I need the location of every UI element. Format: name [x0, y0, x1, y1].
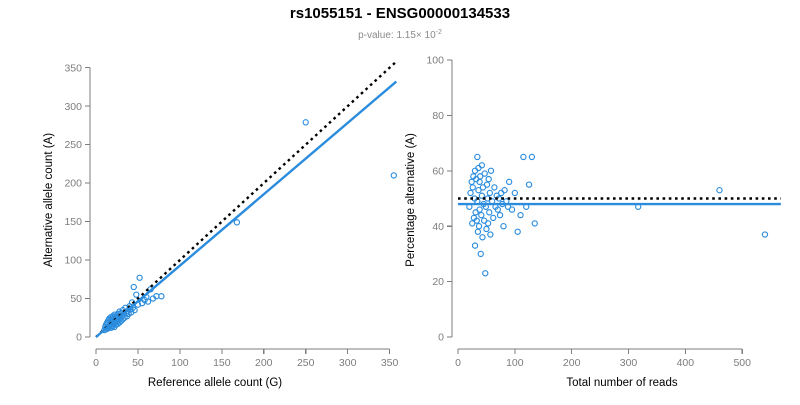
right-data-point	[508, 206, 516, 213]
left-axes-layer: 0 50 100 150 200 250 300 350 0 50 100 150 200 250 300 3…	[64, 62, 398, 369]
left-data-point	[141, 296, 148, 304]
left-fit-line	[95, 80, 398, 338]
right-y-tick-label: 100	[426, 55, 444, 67]
right-data-point	[528, 153, 536, 161]
right-y-tick-label: 0	[438, 332, 444, 344]
left-data-point	[233, 219, 241, 226]
right-data-point	[761, 231, 769, 238]
left-x-tick-label: 200	[255, 357, 273, 369]
right-y-axis-label: Percentage alternative (A)	[405, 133, 417, 267]
right-data-point	[494, 206, 501, 213]
right-scatter-layer	[458, 153, 781, 277]
right-data-point	[514, 228, 521, 235]
left-x-tick-label: 100	[171, 357, 189, 369]
left-y-tick-label: 350	[64, 62, 82, 74]
right-data-point	[476, 206, 483, 213]
left-y-tick-label: 50	[70, 293, 82, 305]
right-data-point	[483, 225, 490, 233]
left-x-tick-label: 350	[381, 357, 399, 369]
right-data-point	[475, 223, 483, 230]
left-y-tick-label: 150	[64, 216, 82, 228]
right-data-point	[471, 242, 479, 249]
left-x-tick-label: 300	[339, 357, 357, 369]
right-data-point	[491, 184, 498, 191]
pvalue-subtitle-text: p-value: 1.15× 10	[358, 30, 436, 41]
left-data-point	[158, 293, 165, 300]
right-data-point	[484, 220, 492, 227]
left-data-point	[131, 306, 138, 314]
left-y-tick-label: 300	[64, 101, 82, 113]
page-title: rs1055151 - ENSG00000134533	[290, 5, 510, 22]
right-x-axis-label: Total number of reads	[566, 377, 677, 389]
right-data-point	[482, 270, 489, 277]
right-data-point	[500, 223, 507, 230]
right-x-tick-label: 100	[506, 357, 524, 369]
right-x-tick-label: 200	[563, 357, 581, 369]
left-data-point	[130, 283, 137, 291]
left-x-tick-label: 150	[213, 357, 231, 369]
right-data-point	[487, 231, 494, 238]
panel-reference-vs-alternative: 0 50 100 150 200 250 300 350 0 50 100 150 200 250 300 3…	[43, 60, 399, 389]
right-y-tick-label: 40	[432, 221, 444, 233]
right-data-point	[486, 209, 493, 216]
right-data-point	[531, 220, 538, 227]
right-data-point	[469, 220, 476, 227]
left-data-point	[302, 119, 309, 126]
right-data-point	[490, 214, 497, 222]
left-scatter-layer	[95, 60, 398, 338]
right-data-point	[475, 187, 482, 194]
left-data-point	[144, 298, 152, 305]
right-data-point	[476, 173, 484, 180]
left-y-tick-label: 200	[64, 178, 82, 190]
left-x-tick-label: 0	[93, 357, 99, 369]
right-data-point	[487, 167, 495, 174]
right-data-point	[501, 187, 508, 194]
right-data-point	[478, 192, 486, 199]
right-data-point	[485, 175, 492, 183]
right-data-point	[479, 234, 486, 241]
right-data-point	[469, 184, 476, 191]
right-data-point	[716, 187, 723, 194]
pvalue-exponent: -2	[436, 29, 442, 36]
right-data-point	[478, 162, 486, 169]
pvalue-subtitle: p-value: 1.15× 10-2	[358, 29, 442, 41]
right-data-point	[483, 181, 491, 188]
left-x-axis-label: Reference allele count (G)	[148, 377, 282, 389]
right-data-point	[477, 250, 484, 258]
left-data-point	[136, 274, 143, 281]
left-y-tick-label: 100	[64, 255, 82, 267]
right-data-point	[467, 189, 474, 197]
left-x-tick-label: 50	[132, 357, 144, 369]
right-data-point	[496, 211, 504, 219]
left-x-tick-label: 250	[297, 357, 315, 369]
right-data-point	[473, 217, 480, 224]
right-data-point	[505, 178, 513, 186]
right-data-point	[517, 211, 524, 219]
right-y-tick-label: 20	[432, 276, 444, 288]
panel-reads-vs-percentage: 0 20 40 60 80 100 0 100 200 300 400 500 Total numbe…	[405, 55, 781, 389]
right-data-point	[474, 153, 481, 161]
right-data-point	[525, 181, 533, 188]
left-y-tick-label: 0	[76, 332, 82, 344]
right-x-tick-label: 400	[677, 357, 695, 369]
right-x-tick-label: 0	[455, 357, 461, 369]
right-y-tick-label: 60	[432, 165, 444, 177]
left-data-point	[133, 291, 140, 298]
right-x-tick-label: 300	[620, 357, 638, 369]
right-x-tick-label: 500	[733, 357, 751, 369]
right-data-point	[520, 153, 527, 161]
right-axes-layer: 0 20 40 60 80 100 0 100 200 300 400 500	[426, 55, 751, 369]
left-y-tick-label: 250	[64, 139, 82, 151]
left-data-point	[390, 172, 397, 179]
right-data-point	[481, 170, 488, 177]
right-y-tick-label: 80	[432, 110, 444, 122]
right-data-point	[486, 189, 494, 197]
right-data-point	[511, 189, 519, 197]
right-data-point	[478, 211, 485, 219]
left-y-axis-label: Alternative allele count (A)	[43, 133, 55, 267]
